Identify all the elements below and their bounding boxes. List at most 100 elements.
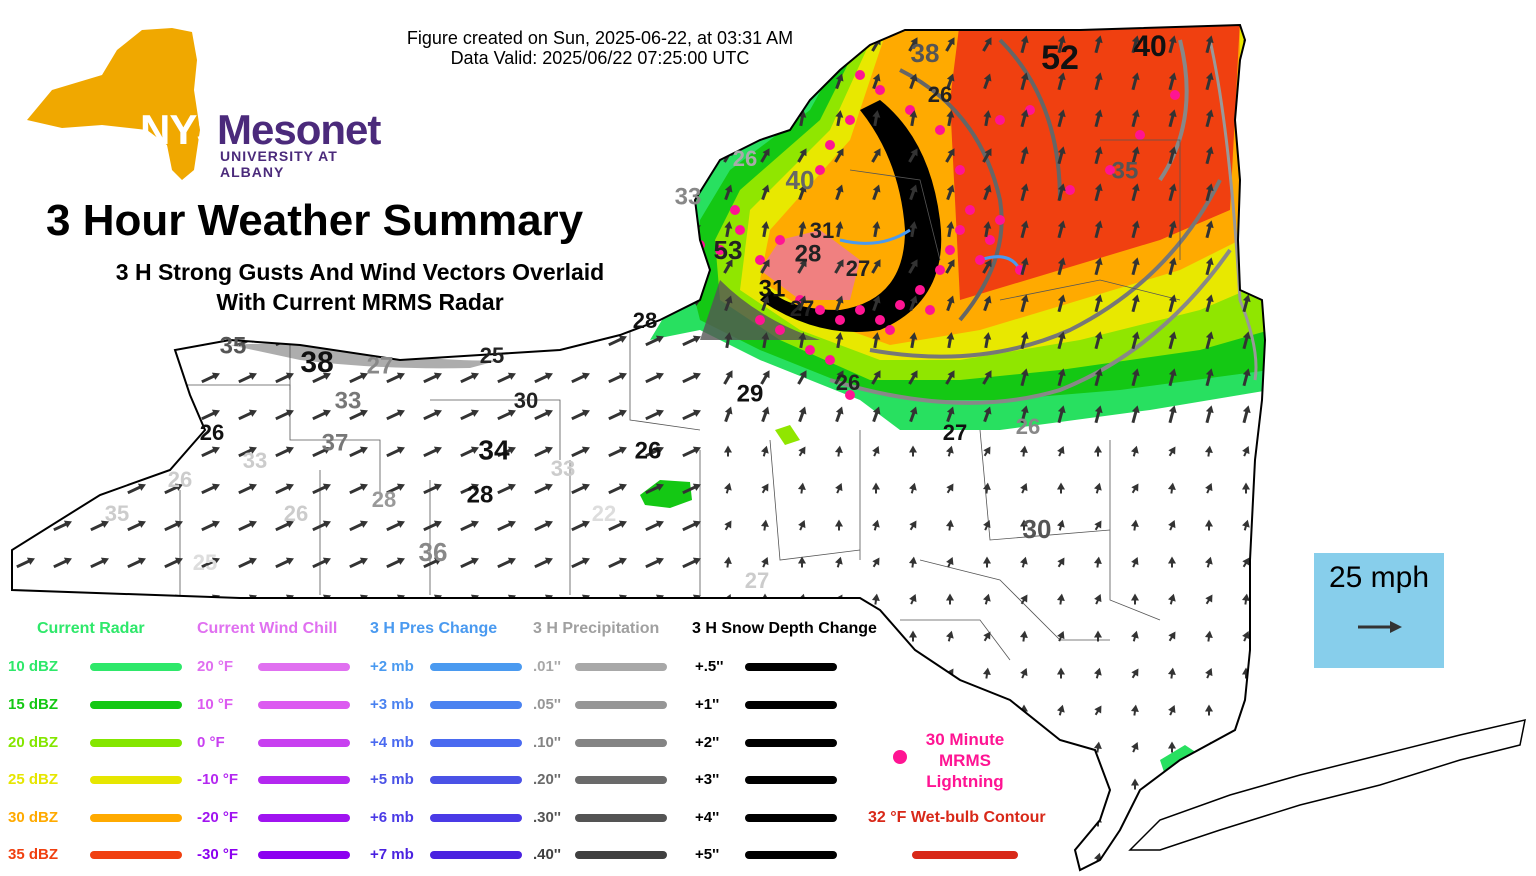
wind-vector: [724, 520, 732, 531]
wind-vector: [1242, 482, 1250, 494]
wind-vector: [1094, 445, 1102, 457]
wind-vector: [1205, 368, 1214, 387]
wind-vector: [983, 295, 992, 312]
wind-vector: [645, 76, 664, 88]
legend-swatch: [430, 776, 522, 784]
legend-swatch: [90, 814, 182, 822]
wind-vector: [386, 483, 405, 495]
wind-vector: [608, 557, 627, 569]
wind-vector: [798, 73, 807, 90]
wind-vector: [1057, 331, 1066, 350]
wind-vector: [1019, 445, 1028, 457]
wind-vector: [534, 335, 553, 347]
wind-vector: [16, 187, 35, 199]
wind-vector: [682, 446, 701, 458]
wind-vector: [608, 224, 627, 236]
gust-label: 27: [943, 420, 967, 445]
wind-vector: [1057, 405, 1066, 424]
wind-vector: [724, 406, 733, 423]
wind-vector: [608, 409, 627, 421]
wind-vector: [908, 148, 918, 163]
wind-vector: [798, 332, 807, 349]
wind-vector: [682, 409, 701, 421]
wind-vector: [871, 148, 881, 163]
wind-vector: [1168, 146, 1177, 165]
legend-label: +2'': [695, 734, 720, 751]
wind-vector: [1242, 220, 1251, 239]
wind-vector: [909, 630, 917, 642]
wind-vector: [946, 184, 955, 201]
wind-vector: [1057, 631, 1065, 642]
gust-label: 28: [372, 487, 396, 512]
wind-vector: [761, 332, 770, 349]
wind-vector: [724, 445, 732, 457]
wind-vector: [349, 779, 368, 791]
wind-vector: [945, 148, 955, 163]
wind-vector: [1131, 668, 1139, 679]
wind-vector: [349, 816, 368, 828]
wind-vector: [423, 76, 442, 88]
page-title: 3 Hour Weather Summary: [46, 196, 584, 245]
wetbulb-label: 32 °F Wet-bulb Contour: [868, 809, 1046, 826]
legend-label: .40'': [533, 846, 561, 863]
wind-vector: [1168, 331, 1177, 350]
wind-vector: [945, 704, 954, 716]
wind-vector: [760, 370, 770, 385]
wind-vector: [16, 520, 35, 532]
wind-vector: [1094, 594, 1102, 605]
wind-vector: [723, 370, 733, 385]
wind-vector: [608, 372, 627, 384]
gust-label: 31: [810, 218, 834, 243]
wind-vector: [872, 110, 881, 127]
gust-label: 33: [675, 183, 702, 210]
wind-vector: [608, 446, 627, 458]
wind-vector: [909, 705, 917, 716]
gust-label: 38: [911, 38, 940, 68]
wind-vector: [761, 295, 770, 312]
legend-title: Current Radar: [37, 620, 145, 637]
wind-vector: [238, 742, 257, 754]
wind-vector: [872, 852, 880, 864]
wind-vector: [724, 815, 732, 827]
wind-vector: [534, 446, 553, 458]
wind-vector: [1057, 667, 1065, 679]
wind-vector: [1131, 331, 1140, 350]
wind-vector: [127, 483, 146, 495]
wind-vector: [1020, 519, 1028, 531]
wind-vector: [983, 184, 992, 201]
wind-vector: [460, 557, 479, 569]
wind-vector: [946, 593, 954, 605]
wind-vector: [90, 335, 109, 347]
wind-vector: [723, 259, 733, 274]
wind-vector: [1168, 556, 1176, 568]
wind-vector: [1168, 294, 1177, 313]
wind-vector: [534, 409, 553, 421]
wind-vector: [423, 557, 442, 569]
gust-label: 33: [551, 456, 575, 481]
wind-vector: [349, 335, 368, 347]
wind-vector: [1130, 704, 1139, 716]
wind-vector: [608, 76, 627, 88]
wind-vector: [497, 520, 516, 532]
wind-vector: [1094, 368, 1103, 387]
wind-vector: [1057, 816, 1065, 827]
wind-vector: [127, 520, 146, 532]
wind-scale-box: 25 mph: [1314, 553, 1444, 668]
wind-vector: [1057, 109, 1066, 128]
legend-label: +5 mb: [370, 771, 414, 788]
legend-label: .01'': [533, 658, 561, 675]
legend-label: +5'': [695, 846, 720, 863]
wind-vector: [201, 557, 220, 569]
wind-vector: [1131, 72, 1140, 91]
wind-vector: [1094, 294, 1103, 313]
wind-vector: [312, 372, 331, 384]
gust-label: 37: [322, 429, 349, 456]
wind-vector: [946, 221, 955, 238]
wind-vector: [835, 556, 843, 568]
wind-vector: [871, 778, 880, 790]
gust-label: 30: [514, 388, 538, 413]
wind-vector: [797, 148, 807, 163]
wind-vector: [983, 556, 991, 568]
legend-label: 35 dBZ: [8, 846, 59, 863]
wind-vector: [1094, 667, 1102, 679]
